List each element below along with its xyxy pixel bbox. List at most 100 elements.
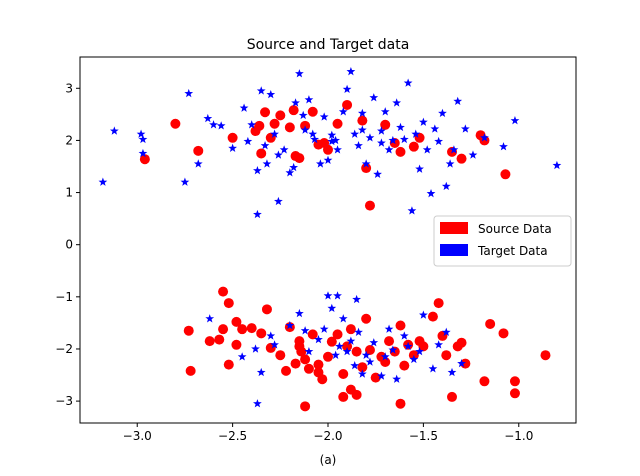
target-data-point <box>333 145 342 154</box>
target-data-point <box>441 181 451 191</box>
y-tick-label: 1 <box>65 186 73 200</box>
target-data-point <box>256 367 266 377</box>
source-data-point <box>326 336 337 347</box>
legend-swatch-source <box>440 222 468 234</box>
target-data-point <box>426 189 436 198</box>
target-data-point <box>209 120 218 129</box>
source-data-point <box>170 118 181 129</box>
source-data-point <box>317 374 328 385</box>
target-data-point <box>338 107 348 116</box>
source-data-point <box>284 122 295 133</box>
source-data-point <box>313 359 324 370</box>
target-data-point <box>409 354 419 364</box>
target-data-point <box>327 136 337 146</box>
source-data-point <box>509 388 520 399</box>
source-data-point <box>338 368 349 379</box>
source-data-point <box>303 363 314 374</box>
source-data-point <box>139 154 150 165</box>
target-data-point <box>430 124 440 133</box>
source-data-point <box>307 329 318 340</box>
source-data-point <box>332 329 343 340</box>
source-data-point <box>408 141 419 152</box>
target-data-point <box>253 209 262 219</box>
source-data-point <box>231 316 242 327</box>
target-data-point <box>361 159 371 168</box>
target-data-point <box>331 135 341 145</box>
target-data-point <box>447 367 457 377</box>
target-data-point <box>369 93 379 102</box>
source-data-point <box>294 153 305 164</box>
source-data-point <box>323 144 333 155</box>
x-axis: −3.0 −2.5 −2.0 −1.5 −1.0 <box>123 423 533 443</box>
source-data-point <box>441 350 452 361</box>
source-data-point <box>223 359 234 370</box>
source-data-point <box>500 169 511 180</box>
target-data-point <box>323 155 333 164</box>
target-data-point <box>266 331 276 340</box>
source-data-point <box>456 337 467 348</box>
target-data-point <box>319 324 329 333</box>
target-data-point <box>342 346 352 356</box>
target-data-point <box>388 135 398 145</box>
source-data-point <box>433 298 444 309</box>
target-data-point <box>438 108 447 118</box>
y-tick-label: 3 <box>65 81 73 95</box>
target-data-point <box>428 364 438 373</box>
target-data-point <box>552 160 562 170</box>
target-data-point <box>480 133 489 142</box>
source-data-point <box>254 120 265 131</box>
target-data-point <box>228 143 237 152</box>
source-data-point <box>351 346 362 357</box>
points-layer <box>98 67 562 412</box>
y-tick-label: 0 <box>65 238 73 252</box>
source-data-point <box>227 132 238 143</box>
source-data-point <box>296 346 307 357</box>
source-data-point <box>361 313 372 324</box>
target-data-point <box>253 166 262 175</box>
target-data-point <box>350 361 360 370</box>
target-data-point <box>274 196 283 206</box>
target-data-point <box>180 177 190 186</box>
source-data-point <box>288 105 299 116</box>
source-data-point <box>185 365 196 376</box>
source-data-point <box>479 135 490 146</box>
target-data-point <box>205 314 215 323</box>
target-data-point <box>184 88 194 98</box>
x-tick-label: −2.5 <box>218 429 247 443</box>
target-data-point <box>300 326 310 335</box>
target-data-point <box>460 124 470 133</box>
source-data-point <box>384 336 395 347</box>
target-data-point <box>291 98 300 107</box>
target-data-point <box>315 159 325 168</box>
source-data-point <box>275 350 286 361</box>
source-data-point <box>218 324 229 335</box>
source-data-point <box>380 119 391 130</box>
target-data-point <box>392 374 402 383</box>
target-data-point <box>260 141 270 150</box>
target-data-point <box>499 142 508 151</box>
source-data-point <box>275 110 286 121</box>
source-data-point <box>418 341 429 352</box>
source-data-point <box>370 372 381 383</box>
source-data-point <box>447 391 457 402</box>
target-data-point <box>369 338 379 347</box>
target-data-point <box>279 145 289 154</box>
target-data-point <box>457 358 466 368</box>
y-axis: 3 2 1 0 −1 −2 −3 <box>55 81 80 408</box>
target-data-point <box>396 122 405 132</box>
target-data-point <box>445 159 455 168</box>
source-data-point <box>183 325 194 336</box>
source-data-point <box>357 362 368 373</box>
target-data-point <box>253 399 262 408</box>
target-data-point <box>138 134 148 144</box>
target-data-point <box>193 159 203 168</box>
target-data-point <box>310 134 320 144</box>
source-data-point <box>204 336 215 347</box>
target-data-point <box>441 327 451 336</box>
target-data-point <box>365 357 375 366</box>
target-data-point <box>270 340 279 349</box>
target-data-point <box>314 334 323 344</box>
target-data-point <box>304 346 314 356</box>
target-data-point <box>270 129 279 138</box>
target-data-point <box>295 69 304 78</box>
